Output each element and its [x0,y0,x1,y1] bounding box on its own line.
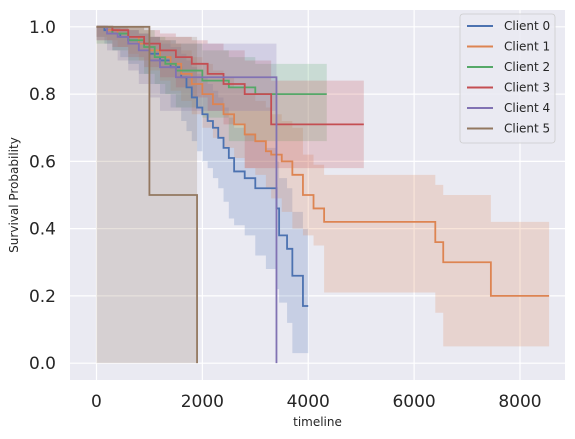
legend-label-client-0: Client 0 [504,19,550,33]
tick-labels: 0 2000 4000 6000 8000 0.0 0.2 0.4 0.6 0.8 1.0 [29,18,542,412]
x-tick-label: 0 [91,392,102,412]
ci-band-client-4 [96,26,277,364]
legend-label-client-2: Client 2 [504,60,550,74]
survival-line-client-5 [96,25,198,364]
survival-line-client-3 [96,25,364,126]
x-tick-label: 2000 [181,392,224,412]
survival-lines [96,25,550,364]
ci-band-client-5 [96,26,198,364]
y-axis-label: Survival Probability [7,137,21,253]
y-tick-label: 0.6 [29,152,56,172]
x-tick-label: 4000 [287,392,330,412]
ci-band-client-1 [96,26,550,347]
legend-label-client-3: Client 3 [504,81,550,95]
legend: Client 0 Client 1 Client 2 Client 3 Client 4… [459,13,556,144]
legend-label-client-5: Client 5 [504,122,550,136]
y-tick-label: 0.8 [29,85,56,105]
survival-line-client-4 [96,25,278,364]
y-tick-label: 0.0 [29,354,56,374]
y-tick-label: 0.2 [29,287,56,307]
x-tick-label: 8000 [498,392,541,412]
x-tick-label: 6000 [392,392,435,412]
x-axis-label: timeline [293,415,342,429]
legend-label-client-1: Client 1 [504,40,550,54]
y-tick-label: 1.0 [29,18,56,38]
legend-label-client-4: Client 4 [504,101,550,115]
ci-band-client-3 [96,26,364,169]
y-tick-label: 0.4 [29,220,56,240]
